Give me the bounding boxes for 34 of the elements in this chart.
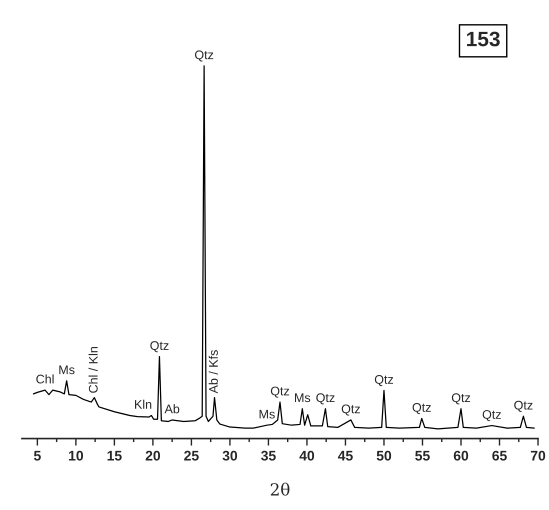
annotation: Ms (59, 365, 75, 374)
x-tick-label: 20 (146, 450, 160, 461)
annotation: Ms (295, 393, 310, 402)
annotation: Qtz (150, 341, 169, 352)
annotation: Qtz (374, 375, 394, 386)
x-tick-label: 10 (69, 450, 84, 461)
x-tick-label: 40 (299, 450, 314, 461)
annotation: Qtz (514, 400, 532, 412)
x-axis-title: 2θ (270, 482, 290, 496)
x-tick-label: 30 (222, 450, 238, 461)
annotation: Ms (260, 410, 275, 419)
x-tick-label: 55 (415, 450, 430, 461)
x-tick-label: 25 (184, 450, 199, 461)
annotation: Qtz (412, 402, 431, 414)
x-tick-label: 60 (454, 450, 468, 461)
x-tick-label: 45 (338, 450, 353, 461)
x-tick-label: 15 (108, 450, 122, 461)
text: 153 (467, 32, 500, 46)
annotation: Chl (36, 374, 54, 384)
annotation: Chl / Kln (88, 347, 98, 393)
x-tick-label: 50 (376, 450, 392, 461)
x-tick-label: 70 (530, 450, 546, 461)
annotation: Qtz (342, 404, 360, 416)
annotation: Ab (164, 404, 180, 414)
annotation: Qtz (270, 386, 290, 398)
annotation: Ab / Kfs (208, 350, 218, 394)
annotation: Qtz (482, 410, 501, 422)
annotation: Qtz (316, 393, 335, 404)
annotation: Qtz (452, 393, 470, 404)
x-tick-label: 5 (34, 450, 41, 461)
x-tick-label: 35 (261, 450, 276, 461)
annotation: Kln (135, 400, 152, 409)
annotation: Qtz (194, 50, 214, 62)
x-tick-label: 65 (492, 450, 507, 461)
